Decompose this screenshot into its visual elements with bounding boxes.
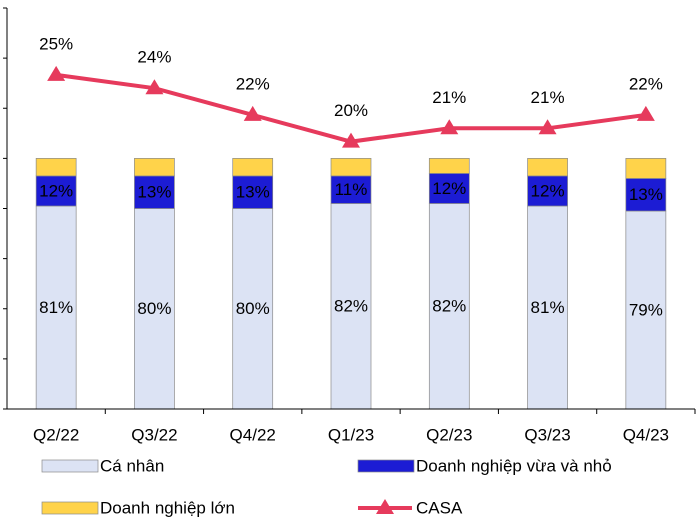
data-label: 12% bbox=[531, 181, 565, 200]
x-tick-label: Q1/23 bbox=[328, 425, 374, 444]
line-marker bbox=[243, 105, 262, 121]
data-label: 13% bbox=[236, 183, 270, 202]
line-marker bbox=[47, 65, 66, 81]
bar-segment bbox=[134, 158, 175, 177]
legend-swatch bbox=[41, 459, 99, 473]
data-label: 79% bbox=[629, 300, 663, 319]
legend-swatch bbox=[41, 501, 99, 515]
data-label: 22% bbox=[236, 74, 270, 93]
line-marker bbox=[440, 119, 459, 135]
bar-segment bbox=[527, 158, 568, 177]
data-label: 11% bbox=[335, 180, 368, 199]
data-label: 82% bbox=[334, 297, 368, 316]
data-label: 22% bbox=[629, 74, 663, 93]
legend-label: CASA bbox=[416, 498, 463, 517]
data-label: 24% bbox=[137, 48, 171, 67]
data-label: 82% bbox=[432, 297, 466, 316]
bar-segment bbox=[134, 175, 175, 209]
bar-segment bbox=[625, 158, 667, 179]
legend-label: Cá nhân bbox=[100, 456, 164, 475]
bar-segment bbox=[232, 175, 274, 209]
data-label: 80% bbox=[236, 299, 270, 318]
x-tick-label: Q4/22 bbox=[230, 425, 276, 444]
x-tick-label: Q4/23 bbox=[623, 425, 669, 444]
legend-label: Doanh nghiệp lớn bbox=[100, 498, 235, 517]
data-label: 80% bbox=[137, 299, 171, 318]
bar-segment bbox=[625, 210, 667, 410]
data-label: 20% bbox=[334, 101, 368, 120]
legend-label: Doanh nghiệp vừa và nhỏ bbox=[416, 456, 612, 475]
data-label: 12% bbox=[39, 181, 73, 200]
data-label: 12% bbox=[432, 179, 466, 198]
x-tick-label: Q3/23 bbox=[524, 425, 570, 444]
data-label: 21% bbox=[432, 88, 466, 107]
data-label: 25% bbox=[39, 34, 73, 53]
line-marker bbox=[636, 105, 655, 121]
data-label: 81% bbox=[531, 298, 565, 317]
data-label: 21% bbox=[531, 88, 565, 107]
bar-segment bbox=[35, 175, 77, 207]
data-label: 81% bbox=[39, 298, 73, 317]
data-label: 13% bbox=[629, 185, 663, 204]
x-tick-label: Q2/23 bbox=[426, 425, 472, 444]
x-tick-label: Q2/22 bbox=[33, 425, 79, 444]
bar-segment bbox=[428, 203, 470, 410]
legend-swatch bbox=[357, 459, 415, 473]
x-tick-label: Q3/22 bbox=[131, 425, 177, 444]
bar-segment bbox=[35, 158, 77, 177]
bar-segment bbox=[527, 205, 568, 410]
bar-segment bbox=[330, 175, 372, 204]
bar-segment bbox=[428, 158, 470, 174]
line-marker bbox=[538, 119, 557, 135]
bar-segment bbox=[330, 158, 372, 177]
bar-segment bbox=[134, 208, 175, 410]
bar-segment bbox=[428, 173, 470, 204]
legend-marker bbox=[376, 499, 394, 514]
bar-segment bbox=[330, 203, 372, 410]
bar-segment bbox=[527, 175, 568, 207]
line-marker bbox=[342, 132, 360, 148]
line-marker bbox=[145, 79, 164, 95]
data-label: 13% bbox=[137, 183, 171, 202]
bar-segment bbox=[232, 158, 274, 177]
